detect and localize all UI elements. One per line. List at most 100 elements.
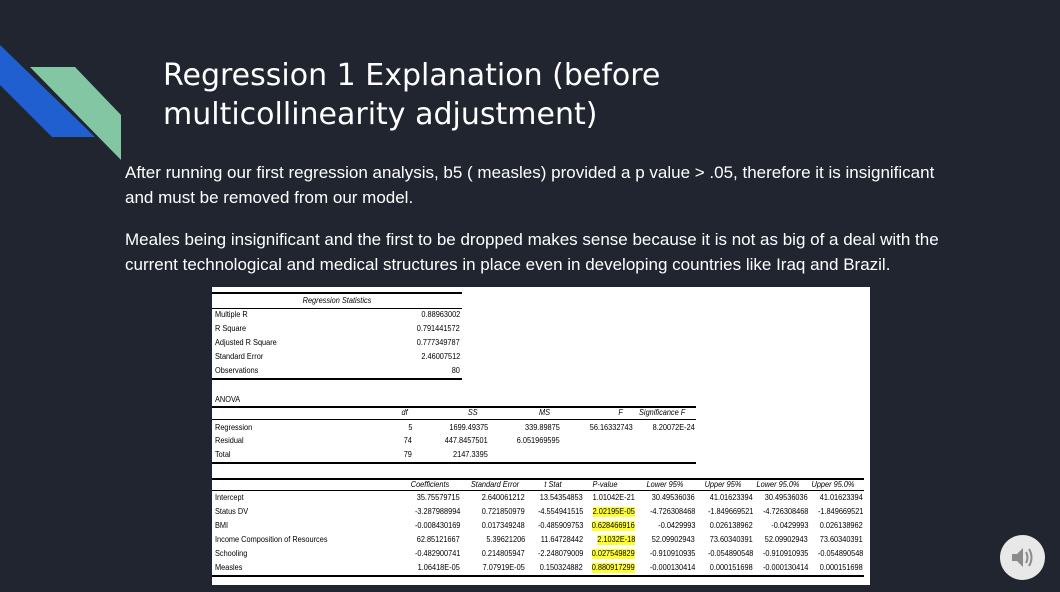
table-rule xyxy=(212,419,696,420)
anova-cell: 339.89875 xyxy=(525,423,560,432)
coef-row-label: Intercept xyxy=(215,493,244,502)
coef-cell: 0.721850979 xyxy=(482,507,525,516)
anova-cell: 79 xyxy=(403,450,412,459)
blue-stripe xyxy=(0,45,95,137)
anova-title: ANOVA xyxy=(215,395,241,404)
stat-label: Adjusted R Square xyxy=(215,338,277,347)
table-rule xyxy=(212,478,864,480)
anova-cell: 2147.3395 xyxy=(453,450,488,459)
green-stripe xyxy=(30,67,121,160)
anova-cell: 8.20072E-24 xyxy=(652,423,695,432)
p-value-cell: 2.1032E-18 xyxy=(596,535,635,545)
coef-row-label: Measles xyxy=(215,563,243,572)
p-value-cell: 0.628466916 xyxy=(592,521,635,531)
anova-cell: 1699.49375 xyxy=(449,423,488,432)
regression-stats-header: Regression Statistics xyxy=(302,296,372,305)
coef-cell: -0.910910935 xyxy=(762,549,808,558)
coef-header: Upper 95% xyxy=(704,480,742,489)
coef-cell: -0.0429993 xyxy=(770,521,808,530)
coef-cell: -4.554941515 xyxy=(537,507,583,516)
coef-cell: 62.85121667 xyxy=(417,535,460,544)
coef-header: Coefficients xyxy=(410,480,450,489)
coef-cell: -0.000130414 xyxy=(649,563,695,572)
p-value-cell: 0.027549829 xyxy=(592,549,635,559)
table-rule xyxy=(212,490,864,491)
coef-cell: 7.07919E-05 xyxy=(482,563,525,572)
coef-header: Standard Error xyxy=(470,480,520,489)
table-rule xyxy=(212,292,462,294)
coef-row-label: BMI xyxy=(215,521,229,530)
slide-title: Regression 1 Explanation (before multico… xyxy=(163,58,661,132)
coef-cell: 73.60340391 xyxy=(820,535,863,544)
coef-cell: 52.09902943 xyxy=(652,535,695,544)
coef-cell: -3.287988994 xyxy=(414,507,460,516)
coef-cell: -4.726308468 xyxy=(649,507,695,516)
anova-header: Significance F xyxy=(638,408,685,417)
p-value-cell: 0.880917299 xyxy=(592,563,635,573)
speaker-icon xyxy=(1012,548,1033,567)
stat-value: 0.777349787 xyxy=(417,338,460,347)
audio-button[interactable] xyxy=(1000,535,1045,580)
coef-cell: 41.01623394 xyxy=(710,493,753,502)
regression-output-table: Regression Statistics Multiple R 0.8896300… xyxy=(212,287,870,585)
coef-cell: 0.000151698 xyxy=(820,563,863,572)
table-rule xyxy=(212,462,696,464)
anova-cell: 5 xyxy=(407,423,412,432)
coef-cell: -0.910910935 xyxy=(649,549,695,558)
coef-cell: -0.482900741 xyxy=(414,549,460,558)
coef-cell: -4.726308468 xyxy=(762,507,808,516)
coef-cell: -0.0429993 xyxy=(657,521,695,530)
coef-cell: 0.017349248 xyxy=(482,521,525,530)
stat-value: 0.791441572 xyxy=(417,324,460,333)
coef-cell: 73.60340391 xyxy=(710,535,753,544)
explanation-paragraph-2: Meales being insignificant and the first… xyxy=(125,230,939,274)
coef-cell: -1.849669521 xyxy=(817,507,863,516)
coef-cell: 2.640061212 xyxy=(482,493,525,502)
table-rule xyxy=(212,406,696,408)
stat-value: 0.88963002 xyxy=(421,310,460,319)
coef-cell: -0.054890548 xyxy=(817,549,863,558)
table-rule xyxy=(212,308,462,309)
anova-cell: 56.16332743 xyxy=(590,423,633,432)
anova-cell: 74 xyxy=(403,436,412,445)
coef-header: P-value xyxy=(592,480,618,489)
coef-cell: 0.000151698 xyxy=(710,563,753,572)
coef-row-label: Schooling xyxy=(215,549,248,558)
stat-label: R Square xyxy=(215,324,247,333)
coef-cell: 30.49536036 xyxy=(765,493,808,502)
stat-value: 2.46007512 xyxy=(421,352,460,361)
coef-cell: 41.01623394 xyxy=(820,493,863,502)
coef-cell: 11.64728442 xyxy=(540,535,583,544)
anova-row-label: Total xyxy=(215,450,231,459)
coef-cell: -0.008430169 xyxy=(414,521,460,530)
anova-header: MS xyxy=(538,408,550,417)
coef-cell: 0.214805947 xyxy=(482,549,525,558)
coef-cell: -0.054890548 xyxy=(707,549,753,558)
coef-cell: 30.49536036 xyxy=(652,493,695,502)
coef-cell: -1.849669521 xyxy=(707,507,753,516)
coef-cell: 0.026138962 xyxy=(820,521,863,530)
corner-decoration xyxy=(0,45,121,160)
anova-row-label: Regression xyxy=(215,423,253,432)
p-value-cell: 2.02195E-05 xyxy=(592,507,635,517)
coef-header: Lower 95% xyxy=(646,480,684,489)
coef-cell: -0.485909753 xyxy=(537,521,583,530)
stat-value: 80 xyxy=(451,366,460,375)
coef-cell: 52.09902943 xyxy=(765,535,808,544)
coef-header: Lower 95.0% xyxy=(756,480,800,489)
anova-header: SS xyxy=(468,408,478,417)
anova-cell: 6.051969595 xyxy=(517,436,560,445)
coef-cell: 0.026138962 xyxy=(710,521,753,530)
anova-header: df xyxy=(401,408,408,417)
coef-cell: 13.54354853 xyxy=(540,493,583,502)
coef-cell: -2.248079009 xyxy=(537,549,583,558)
coef-header: Upper 95.0% xyxy=(811,480,855,489)
stat-label: Multiple R xyxy=(215,310,248,319)
coef-row-label: Income Composition of Resources xyxy=(215,535,328,544)
coef-cell: 1.06418E-05 xyxy=(417,563,460,572)
table-rule xyxy=(212,378,462,380)
coef-cell: 35.75579715 xyxy=(417,493,460,502)
coef-cell: 0.150324882 xyxy=(540,563,583,572)
stat-label: Observations xyxy=(215,366,259,375)
anova-row-label: Residual xyxy=(215,436,244,445)
